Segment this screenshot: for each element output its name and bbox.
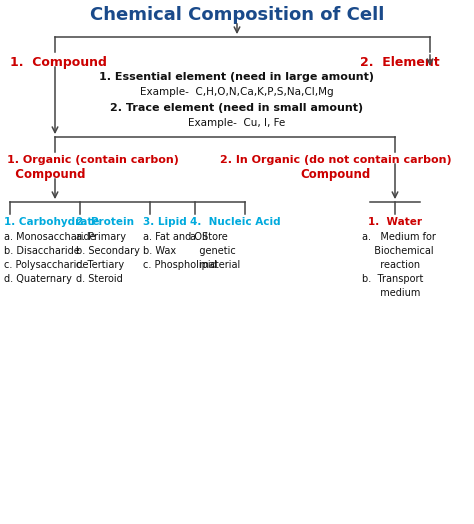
Text: 1. Carbohydrate: 1. Carbohydrate	[4, 217, 100, 227]
Text: c. Phospholipid: c. Phospholipid	[143, 260, 217, 270]
Text: 1. Organic (contain carbon): 1. Organic (contain carbon)	[7, 155, 179, 165]
Text: 2. In Organic (do not contain carbon): 2. In Organic (do not contain carbon)	[220, 155, 452, 165]
Text: b. Wax: b. Wax	[143, 246, 176, 256]
Text: 2. Protein: 2. Protein	[76, 217, 134, 227]
Text: Compound: Compound	[7, 168, 85, 181]
Text: d. Quaternary: d. Quaternary	[4, 274, 72, 284]
Text: b. Secondary: b. Secondary	[76, 246, 140, 256]
Text: 2.  Element: 2. Element	[360, 56, 439, 69]
Text: medium: medium	[374, 288, 420, 298]
Text: Chemical Composition of Cell: Chemical Composition of Cell	[90, 6, 384, 24]
Text: a. Fat and Oil: a. Fat and Oil	[143, 232, 208, 242]
Text: genetic: genetic	[190, 246, 236, 256]
Text: a. Primary: a. Primary	[76, 232, 126, 242]
Text: c. Polysaccharide: c. Polysaccharide	[4, 260, 89, 270]
Text: Example-  C,H,O,N,Ca,K,P,S,Na,Cl,Mg: Example- C,H,O,N,Ca,K,P,S,Na,Cl,Mg	[140, 87, 334, 97]
Text: material: material	[190, 260, 240, 270]
Text: c. Tertiary: c. Tertiary	[76, 260, 124, 270]
Text: a. Store: a. Store	[190, 232, 228, 242]
Text: b.  Transport: b. Transport	[362, 274, 423, 284]
Text: Compound: Compound	[300, 168, 370, 181]
Text: 1.  Water: 1. Water	[368, 217, 422, 227]
Text: b. Disaccharide: b. Disaccharide	[4, 246, 80, 256]
Text: 3. Lipid: 3. Lipid	[143, 217, 187, 227]
Text: a. Monosaccharide: a. Monosaccharide	[4, 232, 96, 242]
Text: Biochemical: Biochemical	[368, 246, 434, 256]
Text: 1. Essential element (need in large amount): 1. Essential element (need in large amou…	[100, 72, 374, 82]
Text: Example-  Cu, I, Fe: Example- Cu, I, Fe	[188, 118, 286, 128]
Text: 1.  Compound: 1. Compound	[10, 56, 107, 69]
Text: a.   Medium for: a. Medium for	[362, 232, 436, 242]
Text: d. Steroid: d. Steroid	[76, 274, 123, 284]
Text: 2. Trace element (need in small amount): 2. Trace element (need in small amount)	[110, 103, 364, 113]
Text: reaction: reaction	[374, 260, 420, 270]
Text: 4.  Nucleic Acid: 4. Nucleic Acid	[190, 217, 281, 227]
